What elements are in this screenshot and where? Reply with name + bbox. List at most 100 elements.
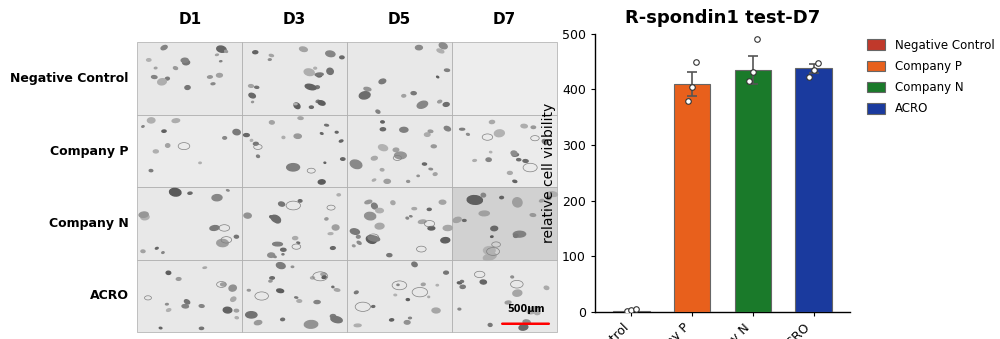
Ellipse shape <box>304 320 318 328</box>
Ellipse shape <box>530 214 536 216</box>
Ellipse shape <box>320 133 323 134</box>
Ellipse shape <box>252 101 254 103</box>
Ellipse shape <box>424 133 430 136</box>
Ellipse shape <box>294 103 297 105</box>
Ellipse shape <box>234 235 238 238</box>
FancyBboxPatch shape <box>137 260 242 332</box>
Ellipse shape <box>490 152 492 153</box>
Ellipse shape <box>527 307 538 314</box>
Ellipse shape <box>254 321 262 325</box>
Ellipse shape <box>366 236 376 243</box>
Ellipse shape <box>514 234 518 237</box>
Ellipse shape <box>314 301 320 304</box>
Ellipse shape <box>298 200 302 202</box>
Ellipse shape <box>149 170 153 172</box>
FancyBboxPatch shape <box>347 42 452 115</box>
Ellipse shape <box>421 283 425 285</box>
Ellipse shape <box>438 100 442 103</box>
Ellipse shape <box>165 77 169 80</box>
Ellipse shape <box>372 203 377 209</box>
Ellipse shape <box>268 253 275 257</box>
Ellipse shape <box>208 76 212 78</box>
Ellipse shape <box>341 158 345 160</box>
Ellipse shape <box>199 305 204 307</box>
Ellipse shape <box>147 59 151 61</box>
Ellipse shape <box>431 145 436 148</box>
Y-axis label: relative cell viability: relative cell viability <box>542 103 556 243</box>
Ellipse shape <box>507 172 512 174</box>
Ellipse shape <box>539 199 544 202</box>
Ellipse shape <box>354 291 358 294</box>
Ellipse shape <box>453 217 461 222</box>
Text: D3: D3 <box>283 12 306 27</box>
Ellipse shape <box>523 320 530 324</box>
Ellipse shape <box>199 327 204 330</box>
Ellipse shape <box>376 208 383 213</box>
Ellipse shape <box>293 237 298 240</box>
Ellipse shape <box>439 43 447 49</box>
Ellipse shape <box>483 253 496 260</box>
Text: D5: D5 <box>388 12 411 27</box>
Ellipse shape <box>142 126 144 127</box>
Ellipse shape <box>309 106 313 108</box>
Ellipse shape <box>315 73 323 76</box>
Ellipse shape <box>324 162 326 163</box>
Ellipse shape <box>325 124 328 126</box>
Ellipse shape <box>489 120 495 124</box>
Ellipse shape <box>437 49 444 53</box>
Ellipse shape <box>269 280 272 282</box>
FancyBboxPatch shape <box>452 115 557 187</box>
Ellipse shape <box>295 297 298 298</box>
Ellipse shape <box>225 50 228 53</box>
Ellipse shape <box>480 280 486 284</box>
Ellipse shape <box>387 254 392 257</box>
Ellipse shape <box>304 69 314 76</box>
Ellipse shape <box>318 180 325 184</box>
Ellipse shape <box>229 285 236 291</box>
Ellipse shape <box>356 235 360 238</box>
Ellipse shape <box>491 236 493 237</box>
Ellipse shape <box>249 93 255 98</box>
Text: D1: D1 <box>178 12 201 27</box>
Ellipse shape <box>544 286 549 290</box>
Ellipse shape <box>211 83 215 85</box>
Ellipse shape <box>322 276 326 279</box>
Ellipse shape <box>494 130 504 137</box>
Ellipse shape <box>321 273 326 276</box>
Ellipse shape <box>162 252 164 253</box>
Ellipse shape <box>210 225 219 231</box>
Ellipse shape <box>281 318 285 321</box>
Ellipse shape <box>411 92 416 95</box>
Ellipse shape <box>297 242 300 243</box>
Ellipse shape <box>199 162 201 164</box>
FancyBboxPatch shape <box>137 187 242 260</box>
Ellipse shape <box>458 308 461 310</box>
Ellipse shape <box>166 303 168 305</box>
Ellipse shape <box>257 155 259 158</box>
Ellipse shape <box>531 126 536 128</box>
Ellipse shape <box>334 289 340 291</box>
Ellipse shape <box>217 239 228 247</box>
Point <box>801 75 817 80</box>
Ellipse shape <box>505 301 511 304</box>
Ellipse shape <box>500 196 503 199</box>
Ellipse shape <box>249 85 253 87</box>
Ellipse shape <box>300 47 307 52</box>
FancyBboxPatch shape <box>137 115 242 187</box>
Ellipse shape <box>182 304 188 308</box>
Ellipse shape <box>270 216 274 218</box>
Ellipse shape <box>326 51 335 57</box>
Ellipse shape <box>394 294 397 296</box>
Ellipse shape <box>365 212 376 220</box>
Point <box>745 69 761 75</box>
Point <box>623 307 639 312</box>
Ellipse shape <box>335 132 338 133</box>
Text: Company P: Company P <box>50 144 129 158</box>
Ellipse shape <box>406 299 409 301</box>
Ellipse shape <box>162 130 166 132</box>
Ellipse shape <box>153 150 158 153</box>
Ellipse shape <box>250 139 253 141</box>
Title: R-spondin1 test-D7: R-spondin1 test-D7 <box>625 9 820 27</box>
Ellipse shape <box>184 300 190 304</box>
Ellipse shape <box>395 152 406 159</box>
